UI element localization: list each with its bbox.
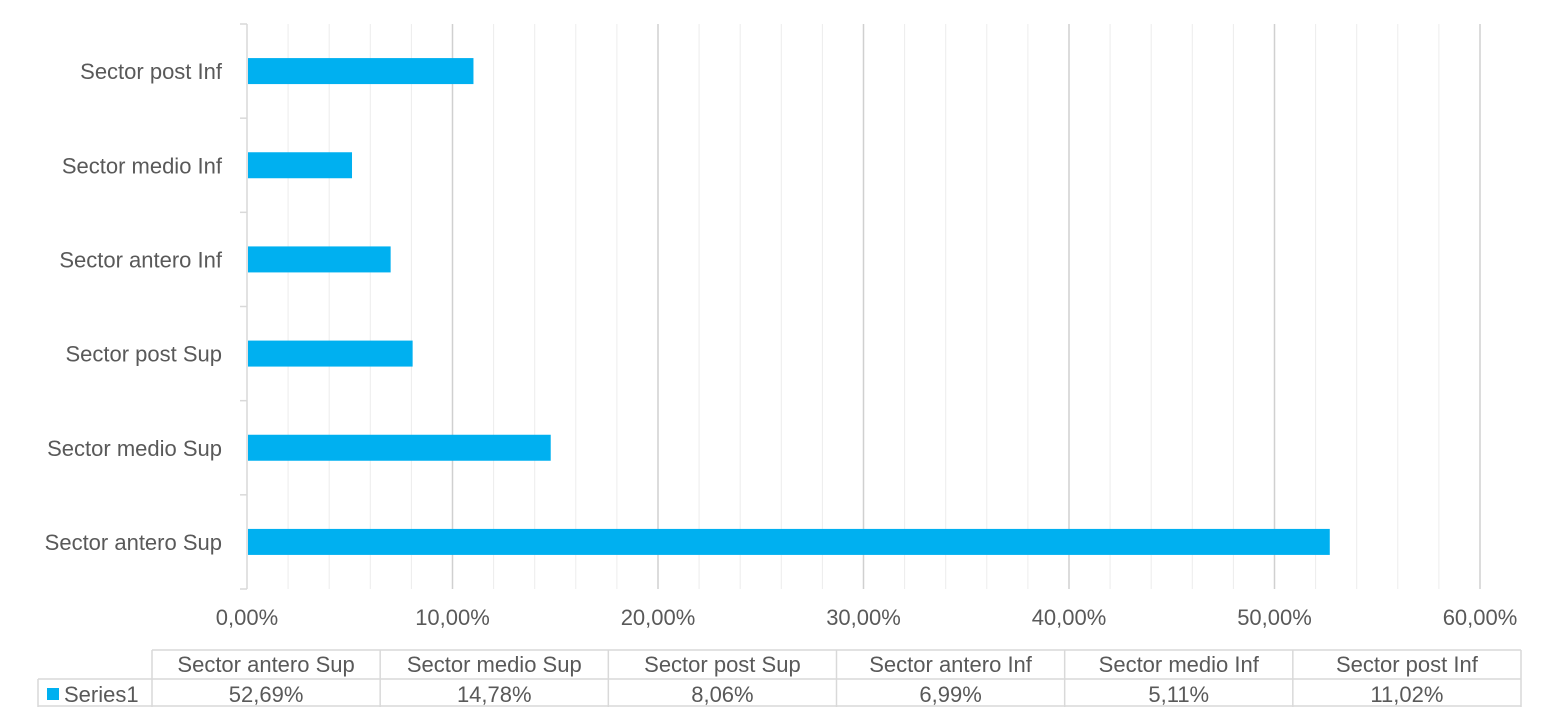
bars (248, 58, 1330, 555)
table-value-cell: 5,11% (1148, 682, 1209, 707)
x-tick-label: 50,00% (1237, 605, 1312, 630)
bar (248, 246, 391, 273)
y-tick-label: Sector medio Inf (62, 153, 223, 178)
table-header-cell: Sector antero Sup (177, 652, 354, 677)
axes: Sector antero Sup Sector medio Sup Sector … (45, 23, 1518, 630)
legend-series-name: Series1 (64, 682, 139, 707)
bar (248, 340, 413, 367)
y-tick-label: Sector antero Inf (59, 247, 223, 272)
y-tick-label: Sector medio Sup (47, 436, 222, 461)
y-tick-label: Sector post Sup (65, 342, 222, 367)
table-value-cell: 11,02% (1370, 682, 1443, 707)
y-tick-label: Sector post Inf (80, 59, 223, 84)
table-header-cell: Sector medio Inf (1099, 652, 1260, 677)
x-tick-label: 20,00% (621, 605, 696, 630)
x-tick-label: 10,00% (415, 605, 490, 630)
bar (248, 528, 1330, 555)
data-table: Sector antero Sup 52,69% Sector medio Sup 1… (37, 649, 1522, 707)
table-header-cell: Sector antero Inf (869, 652, 1033, 677)
bar (248, 152, 353, 179)
x-tick-label: 30,00% (826, 605, 901, 630)
table-value-cell: 8,06% (691, 682, 753, 707)
legend-swatch (47, 688, 59, 700)
bar (248, 58, 474, 85)
bar (248, 434, 551, 461)
x-tick-label: 60,00% (1443, 605, 1518, 630)
table-header-cell: Sector post Sup (644, 652, 801, 677)
gridlines (287, 24, 1481, 589)
table-value-cell: 52,69% (229, 682, 304, 707)
table-header-cell: Sector post Inf (1336, 652, 1479, 677)
x-tick-label: 40,00% (1032, 605, 1107, 630)
table-value-cell: 6,99% (919, 682, 981, 707)
table-header-cell: Sector medio Sup (407, 652, 582, 677)
x-tick-label: 0,00% (216, 605, 278, 630)
y-tick-label: Sector antero Sup (45, 530, 222, 555)
table-value-cell: 14,78% (457, 682, 532, 707)
